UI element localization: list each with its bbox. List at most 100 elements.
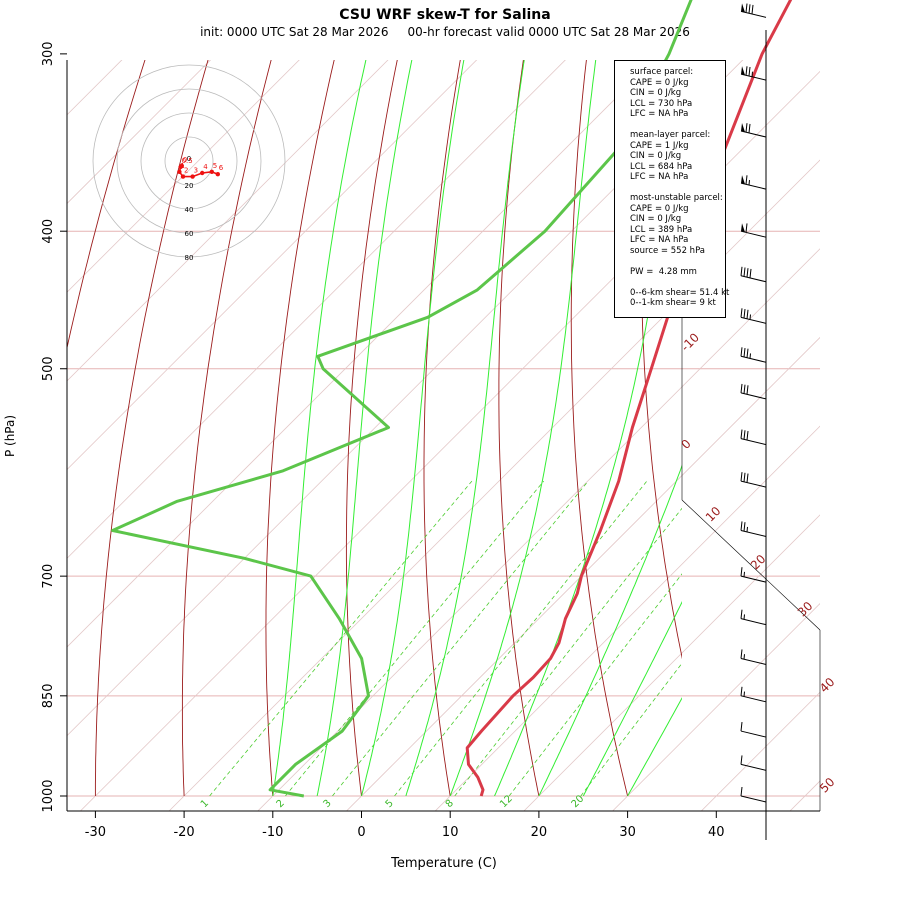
parcel-stats-box: surface parcel: CAPE = 0 J/kg CIN = 0 J/…: [614, 60, 729, 318]
mixing-ratio-label: 5: [384, 798, 396, 810]
wind-barb-flag: [743, 522, 746, 532]
dry-adiabats: [67, 0, 900, 826]
mean-layer-cin: CIN = 0 J/kg: [630, 151, 682, 161]
wind-barb: [740, 223, 767, 238]
wind-barb: [740, 521, 767, 537]
hodograph-point: [178, 164, 183, 170]
wind-barb-flag: [740, 308, 743, 318]
wind-barb: [740, 123, 767, 138]
mean-layer-lcl: LCL = 684 hPa: [630, 161, 693, 172]
hodograph-point: [180, 174, 186, 179]
isotherm-line: [257, 248, 820, 811]
wind-barb-flag: [746, 309, 749, 319]
wind-barb-flag: [740, 722, 743, 732]
moist-adiabat: [449, 60, 597, 796]
wind-barb-flag: [740, 347, 743, 357]
dry-adiabat: [570, 60, 629, 796]
page-subtitle: init: 0000 UTC Sat 28 Mar 2026 00-hr for…: [200, 25, 690, 39]
x-axis-title: Temperature (C): [390, 856, 497, 871]
mixing-ratio-label: 1: [199, 798, 211, 810]
wind-barb: [740, 567, 767, 583]
wind-barb-staff: [740, 355, 767, 363]
hodograph-point-label: 2: [184, 167, 188, 175]
hodograph-point: [190, 174, 195, 179]
surface-parcel-heading: surface parcel:: [630, 67, 694, 77]
wind-barb-flag: [740, 567, 743, 577]
isotherm-line: [67, 60, 300, 293]
wind-barb-flag: [740, 609, 743, 619]
wind-barb: [740, 308, 767, 324]
wind-barb-flag: [746, 268, 749, 278]
wind-barbs: [740, 3, 767, 840]
x-tick-label: 20: [531, 825, 548, 840]
temperature-profile: [465, 0, 793, 797]
wind-barb-pennant: [741, 3, 745, 13]
wind-barb-half: [749, 353, 751, 359]
wind-barb-staff: [740, 657, 767, 665]
isotherm-line: [67, 60, 478, 471]
isotherm-line: [67, 60, 389, 382]
wind-barb-pennant: [741, 123, 745, 133]
wind-barb-flag: [748, 4, 751, 14]
hodograph-point-label: 0: [183, 156, 187, 164]
precipitable-water: PW = 4.28 mm: [630, 266, 697, 277]
x-tick-label: 40: [708, 825, 725, 840]
wind-barb: [740, 472, 767, 488]
hodograph-point-label: 6: [219, 164, 224, 172]
plot-right-diagonal: [681, 499, 821, 631]
moist-adiabat: [361, 60, 465, 796]
wind-barb: [740, 649, 767, 665]
wind-barb-half: [743, 571, 745, 577]
y-tick-label: 400: [41, 219, 56, 244]
wind-barb-flag: [745, 223, 748, 233]
hodograph-ring: [164, 136, 214, 186]
wind-barb-flag: [746, 385, 749, 395]
x-tick-label: 0: [357, 825, 365, 840]
mixing-ratio-label: 2: [275, 798, 287, 810]
wind-barb-staff: [740, 182, 767, 190]
wind-barb-staff: [740, 275, 767, 283]
mixing-ratio-line: [285, 480, 545, 796]
wind-barb-pennant: [741, 223, 745, 233]
wind-barb-flag: [740, 755, 743, 765]
wind-barb-half: [746, 526, 748, 532]
wind-barb-flag: [749, 268, 752, 278]
wind-barb-staff: [740, 316, 767, 324]
wind-barb-staff: [740, 230, 767, 238]
dry-adiabat: [423, 60, 461, 796]
hodograph-ring-label: 80: [185, 254, 194, 262]
wind-barb-staff: [740, 438, 767, 446]
hodograph-point: [215, 172, 220, 177]
mixing-ratio-line: [209, 480, 473, 796]
isotherm-line: [523, 514, 820, 811]
mixing-ratio-line: [454, 507, 682, 796]
x-tick-label: -10: [262, 825, 283, 840]
wind-barb: [740, 266, 767, 283]
dry-adiabat: [94, 60, 209, 796]
y-axis-title: P (hPa): [3, 415, 17, 457]
dry-adiabat: [839, 0, 900, 826]
wind-barb-flag: [748, 66, 751, 77]
y-tick-label: 850: [41, 683, 56, 708]
most-unstable-lcl: LCL = 389 hPa: [630, 224, 693, 235]
isotherm-label: 10: [703, 504, 724, 525]
dry-adiabat: [640, 60, 682, 660]
wind-barb-flag: [740, 429, 743, 439]
wind-barb-half: [743, 614, 745, 620]
wind-barb-staff: [740, 130, 767, 138]
wind-barb-staff: [740, 795, 767, 803]
moist-adiabats: [272, 60, 682, 796]
mean-layer-cape: CAPE = 1 J/kg: [630, 140, 689, 151]
hodograph-ring: [116, 88, 262, 234]
moist-adiabat: [627, 697, 682, 796]
wind-barb-flag: [751, 4, 754, 15]
wind-barb: [740, 347, 767, 363]
isotherm-label: 0: [679, 437, 694, 452]
wind-barb-half: [751, 71, 753, 77]
wind-barb-pennant: [741, 175, 745, 185]
wind-barb-flag: [740, 521, 743, 531]
isotherm-line: [67, 60, 566, 559]
y-tick-label: 300: [41, 41, 56, 66]
isotherm-line: [0, 0, 716, 826]
